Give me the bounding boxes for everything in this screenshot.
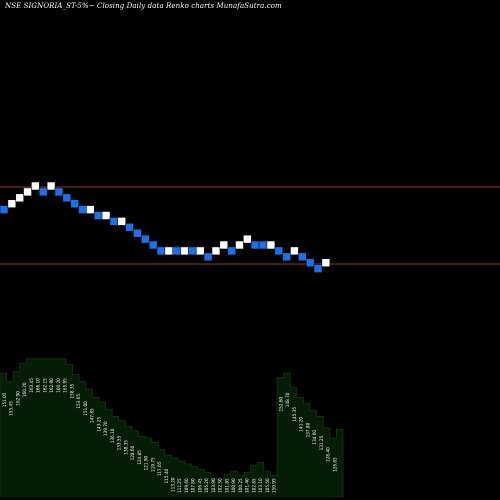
volume-label: 100.25 — [238, 478, 243, 493]
volume-label: 145.35 — [292, 407, 297, 422]
volume-label: 106.45 — [198, 478, 203, 493]
renko-brick-up — [117, 217, 127, 226]
renko-brick-down — [54, 187, 64, 197]
renko-brick-down — [109, 217, 119, 226]
volume-area — [0, 358, 344, 498]
volume-label: 128.60 — [130, 445, 135, 460]
volume-label: 166.10 — [36, 378, 41, 393]
renko-brick-down — [93, 211, 103, 220]
renko-brick-down — [172, 246, 181, 256]
renko-brick-up — [195, 246, 205, 256]
renko-brick-up — [219, 240, 229, 250]
volume-label: 102.85 — [251, 478, 256, 493]
volume-label: 126.85 — [332, 457, 337, 472]
volume-label: 134.60 — [312, 430, 317, 445]
renko-brick-down — [148, 240, 158, 250]
volume-label: 115.40 — [164, 469, 169, 484]
volume-label: 162.90 — [49, 378, 54, 393]
volume-label: 147.85 — [90, 408, 95, 423]
volume-label: 130.35 — [123, 440, 128, 455]
volume-label: 131.25 — [319, 435, 324, 450]
volume-label: 124.85 — [137, 450, 142, 465]
volume-label: 101.40 — [245, 478, 250, 493]
volume-label: 153.65 — [76, 394, 81, 409]
volume-label: 143.25 — [96, 417, 101, 432]
renko-brick-down — [297, 252, 307, 262]
volume-label: 107.80 — [191, 478, 196, 493]
volume-label: 103.90 — [211, 478, 216, 493]
volume-label: 141.20 — [299, 417, 304, 432]
volume-label: 102.50 — [218, 478, 223, 493]
volume-label: 150.95 — [272, 478, 277, 493]
volume-label: 151.00 — [83, 401, 88, 416]
volume-label: 103.10 — [258, 478, 263, 493]
volume-label: 162.15 — [42, 378, 47, 393]
renko-brick-down — [156, 246, 166, 256]
volume-label: 152.60 — [278, 397, 283, 412]
volume-label: 139.70 — [103, 421, 108, 436]
renko-brick-up — [243, 234, 252, 244]
renko-brick-down — [282, 252, 291, 262]
renko-brick-down — [141, 234, 150, 244]
renko-brick-down — [274, 246, 284, 256]
renko-brick-down — [70, 199, 79, 208]
volume-label: 160.20 — [56, 378, 61, 393]
volume-label: 100.90 — [231, 478, 236, 493]
renko-brick-down — [250, 240, 260, 250]
volume-label: 111.25 — [177, 478, 182, 493]
renko-brick-up — [101, 211, 111, 220]
volume-label: 137.80 — [305, 422, 310, 437]
volume-label: 163.45 — [29, 378, 34, 393]
renko-brick-up — [266, 240, 276, 250]
renko-brick-down — [227, 246, 236, 256]
renko-brick-up — [164, 246, 174, 256]
renko-brick-down — [313, 264, 323, 273]
volume-label: 105.20 — [204, 478, 209, 493]
renko-brick-down — [305, 258, 315, 268]
renko-brick-up — [211, 246, 221, 256]
chart-title: NSE SIGNORIA_ST-5%~ Closing Daily data R… — [5, 2, 282, 10]
volume-label: 105.50 — [265, 478, 270, 493]
renko-brick-down — [188, 246, 197, 256]
volume-label: 117.05 — [157, 461, 162, 476]
volume-label: 148.70 — [285, 392, 290, 407]
volume-label: 165.95 — [63, 378, 68, 393]
renko-brick-down — [0, 205, 9, 214]
renko-brick-up — [7, 199, 17, 208]
renko-brick-down — [258, 240, 268, 250]
renko-brick-up — [290, 246, 299, 256]
volume-label: 121.90 — [144, 456, 149, 471]
renko-brick-down — [78, 205, 87, 214]
renko-brick-up — [86, 205, 95, 214]
renko-brick-down — [133, 228, 142, 238]
volume-label: 136.10 — [110, 428, 115, 443]
renko-brick-up — [31, 181, 40, 191]
renko-brick-down — [125, 223, 134, 232]
renko-brick-up — [235, 240, 244, 250]
volume-label: 151.05 — [2, 392, 7, 407]
volume-label: 119.75 — [150, 457, 155, 472]
volume-label: 155.45 — [9, 401, 14, 416]
volume-label: 109.60 — [184, 478, 189, 493]
volume-label: 128.40 — [326, 447, 331, 462]
renko-brick-up — [23, 187, 32, 197]
volume-label: 113.20 — [171, 477, 176, 492]
renko-bricks — [0, 181, 331, 273]
renko-brick-up — [46, 181, 56, 191]
renko-brick-up — [321, 258, 331, 268]
volume-label: 101.85 — [224, 478, 229, 493]
volume-label: 160.20 — [22, 382, 27, 397]
renko-brick-down — [38, 187, 48, 197]
volume-label: 162.90 — [16, 391, 21, 406]
volume-label: 158.35 — [69, 384, 74, 399]
renko-brick-down — [62, 193, 72, 203]
renko-brick-up — [180, 246, 189, 256]
renko-brick-down — [203, 252, 213, 262]
volume-label: 133.55 — [117, 435, 122, 450]
renko-brick-up — [15, 193, 24, 203]
